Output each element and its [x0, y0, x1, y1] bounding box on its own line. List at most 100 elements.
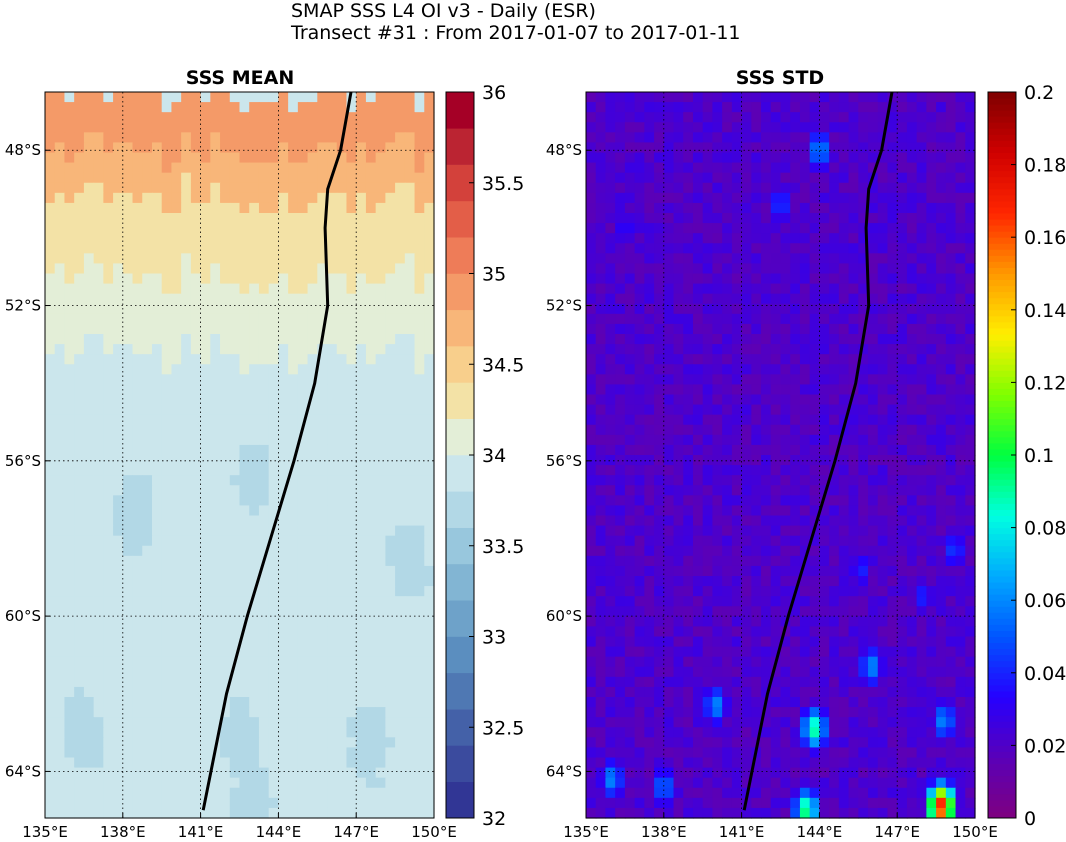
colorbar-segment: [988, 352, 1016, 359]
colorbar-segment: [988, 509, 1016, 516]
colorbar-segment: [988, 116, 1016, 123]
colorbar-segment: [988, 394, 1016, 402]
colorbar-segment: [988, 515, 1016, 523]
colorbar-segment: [988, 134, 1016, 141]
colorbar-segment: [988, 527, 1016, 535]
colorbar-segment: [988, 358, 1016, 365]
colorbar-segment: [988, 455, 1016, 462]
colorbar-segment: [446, 128, 474, 165]
figure-subtitle: Transect #31 : From 2017-01-07 to 2017-0…: [291, 22, 741, 44]
colorbar-segment: [988, 769, 1016, 777]
colorbar-segment: [988, 436, 1016, 444]
colorbar-tick-label: 33.5: [482, 536, 524, 558]
x-tick-label: 138°E: [100, 823, 146, 841]
colorbar-tick-label: 33: [482, 627, 506, 649]
colorbar-segment: [988, 321, 1016, 329]
colorbar-segment: [988, 213, 1016, 220]
colorbar-segment: [988, 424, 1016, 432]
colorbar-segment: [988, 582, 1016, 589]
colorbar-segment: [988, 630, 1016, 637]
colorbar-segment: [988, 200, 1016, 208]
colorbar-segment: [446, 781, 474, 819]
colorbar-segment: [988, 745, 1016, 752]
transect-line: [742, 91, 894, 811]
colorbar-segment: [446, 418, 474, 456]
colorbar-segment: [988, 346, 1016, 353]
colorbar-segment: [988, 473, 1016, 480]
colorbar-tick-label: 35.5: [482, 173, 524, 195]
colorbar-segment: [988, 382, 1016, 389]
colorbar-segment: [446, 237, 474, 274]
colorbar-segment: [988, 576, 1016, 583]
y-tick-label: 60°S: [5, 607, 41, 625]
colorbar-segment: [988, 388, 1016, 395]
colorbar-segment: [988, 594, 1016, 601]
x-tick-label: 141°E: [719, 823, 765, 841]
colorbar-tick-label: 32.5: [482, 717, 524, 739]
colorbar-segment: [988, 249, 1016, 256]
plot-frame: [585, 91, 976, 819]
colorbar-segment: [988, 412, 1016, 420]
colorbar-segment: [446, 636, 474, 674]
y-tick-label: 64°S: [546, 762, 582, 780]
y-tick-label: 60°S: [546, 607, 582, 625]
colorbar-tick-label: 0.08: [1024, 518, 1066, 540]
colorbar-tick-label: 0.12: [1024, 372, 1066, 394]
colorbar-segment: [988, 533, 1016, 541]
colorbar-segment: [446, 200, 474, 238]
colorbar-segment: [988, 140, 1016, 147]
colorbar-segment: [988, 727, 1016, 734]
colorbar-segment: [988, 612, 1016, 619]
colorbar-segment: [988, 485, 1016, 492]
colorbar-tick-label: 35: [482, 264, 506, 286]
gridlines: [45, 92, 434, 818]
colorbar-segment: [988, 775, 1016, 783]
colorbar-segment: [988, 170, 1016, 178]
colorbar-segment: [988, 811, 1016, 819]
colorbar-segment: [988, 122, 1016, 129]
colorbar-tick-label: 0.16: [1024, 227, 1066, 249]
colorbar-segment: [988, 660, 1016, 668]
colorbar-segment: [988, 255, 1016, 262]
colorbar-segment: [988, 703, 1016, 710]
colorbar-segment: [988, 285, 1016, 293]
colorbar-segment: [988, 303, 1016, 311]
colorbar-segment: [988, 194, 1016, 202]
x-tick-label: 141°E: [178, 823, 224, 841]
x-tick-label: 144°E: [797, 823, 843, 841]
colorbar-tick-label: 32: [482, 808, 506, 830]
colorbar-segment: [988, 182, 1016, 190]
colorbar-tick-label: 0.14: [1024, 300, 1066, 322]
x-tick-label: 147°E: [874, 823, 920, 841]
colorbar-segment: [988, 642, 1016, 650]
sss-std-panel: SSS STD 135°E 138°E 141°E 144°E 147°E 150°E 48°…: [546, 67, 1066, 841]
colorbar-segment: [446, 672, 474, 710]
colorbar-segment: [988, 491, 1016, 498]
plot-frame: [44, 91, 435, 819]
field-grid: [45, 92, 435, 819]
x-tick-label: 144°E: [256, 823, 302, 841]
colorbar-segment: [988, 237, 1016, 244]
colorbar-segment: [988, 751, 1016, 758]
colorbar-segment: [446, 491, 474, 528]
colorbar-segment: [988, 503, 1016, 510]
colorbar-segment: [988, 715, 1016, 722]
colorbar-segment: [988, 334, 1016, 341]
colorbar-segment: [988, 569, 1016, 577]
colorbar-segment: [988, 733, 1016, 740]
colorbar-segment: [988, 757, 1016, 765]
colorbar-segment: [988, 231, 1016, 238]
colorbar-segment: [988, 158, 1016, 166]
colorbar-segment: [988, 721, 1016, 728]
colorbar-tick-label: 0: [1024, 808, 1036, 830]
colorbar-segment: [988, 418, 1016, 426]
y-tick-label: 56°S: [546, 452, 582, 470]
colorbar-segment: [988, 309, 1016, 317]
colorbar-segment: [988, 128, 1016, 135]
colorbar-segment: [988, 684, 1016, 692]
colorbar-segment: [988, 618, 1016, 625]
colorbar-segment: [988, 557, 1016, 565]
field-grid: [586, 92, 976, 819]
colorbar-segment: [988, 98, 1016, 105]
